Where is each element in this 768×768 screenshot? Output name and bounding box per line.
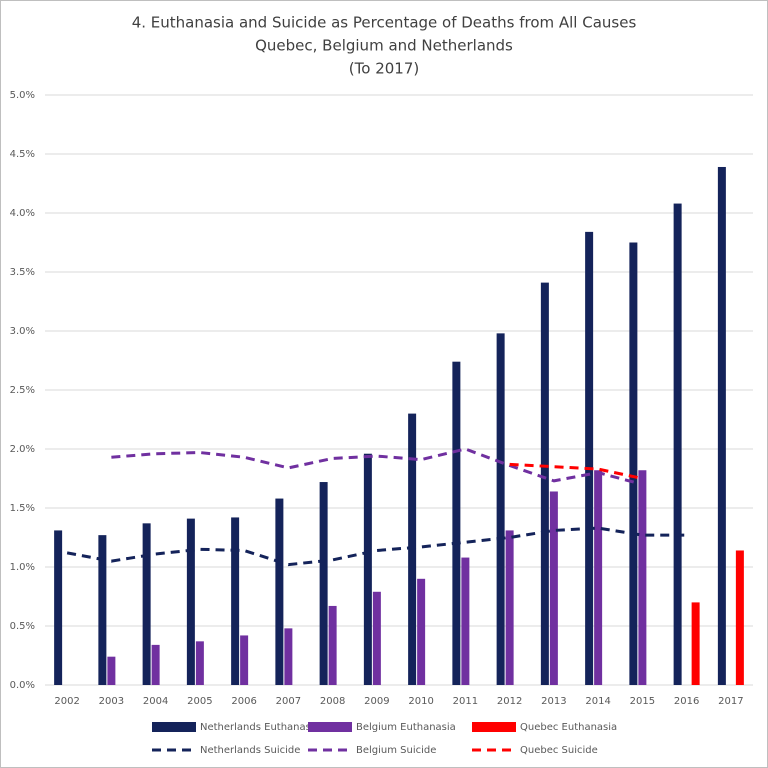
x-tick-label: 2005 [187,696,212,707]
y-tick-label: 2.5% [10,385,35,396]
x-tick-label: 2008 [320,696,345,707]
line [111,447,643,486]
y-tick-label: 0.0% [10,680,35,691]
y-tick-label: 1.0% [10,562,35,573]
legend-label: Quebec Suicide [520,745,598,756]
y-tick-label: 0.5% [10,621,35,632]
bar [540,282,549,685]
bar [638,470,647,685]
bar [461,557,470,685]
x-tick-label: 2013 [541,696,566,707]
x-tick-label: 2009 [364,696,389,707]
x-tick-label: 2014 [585,696,610,707]
legend-label: Netherlands Suicide [200,745,300,756]
x-tick-label: 2015 [630,696,655,707]
legend-label: Netherlands Euthanasia [200,722,320,733]
legend-swatch [152,722,196,732]
y-tick-label: 1.5% [10,503,35,514]
x-tick-label: 2003 [99,696,124,707]
bar [505,530,514,685]
bar [328,605,337,685]
bar [319,482,328,685]
legend-label: Belgium Suicide [356,745,436,756]
x-tick-label: 2007 [276,696,301,707]
bar [408,413,417,685]
chart-title: 4. Euthanasia and Suicide as Percentage … [132,14,637,32]
x-tick-label: 2017 [718,696,743,707]
line [509,462,643,480]
bar [585,231,594,685]
bar [629,242,638,685]
bar [691,602,700,685]
chart-subtitle: (To 2017) [349,60,419,78]
x-tick-label: 2011 [453,696,478,707]
bar [54,530,63,685]
bar [231,517,240,685]
x-tick-label: 2002 [54,696,79,707]
x-tick-label: 2016 [674,696,699,707]
bar [275,498,284,685]
bar [142,523,151,685]
bar [452,361,461,685]
x-tick-label: 2004 [143,696,168,707]
y-tick-label: 5.0% [10,90,35,101]
bar [673,203,682,685]
bar [717,166,726,686]
bar [107,656,116,685]
bar [735,550,744,685]
legend-swatch [308,722,352,732]
bar [195,641,204,685]
x-tick-label: 2010 [408,696,433,707]
y-tick-label: 2.0% [10,444,35,455]
y-tick-label: 3.5% [10,267,35,278]
bar [186,518,195,685]
x-tick-label: 2012 [497,696,522,707]
bar [284,628,293,685]
y-tick-label: 4.5% [10,149,35,160]
bar [549,491,558,685]
bar [240,635,249,685]
bar [151,644,160,685]
bar [496,333,505,685]
y-tick-label: 3.0% [10,326,35,337]
bar [98,535,107,685]
y-tick-label: 4.0% [10,208,35,219]
bar [417,578,426,685]
bar [363,453,372,685]
legend-label: Quebec Euthanasia [520,722,617,733]
chart-subtitle: Quebec, Belgium and Netherlands [255,37,513,55]
bar [372,591,381,685]
x-tick-label: 2006 [231,696,256,707]
legend-label: Belgium Euthanasia [356,722,456,733]
bar [594,470,603,685]
legend-swatch [472,722,516,732]
